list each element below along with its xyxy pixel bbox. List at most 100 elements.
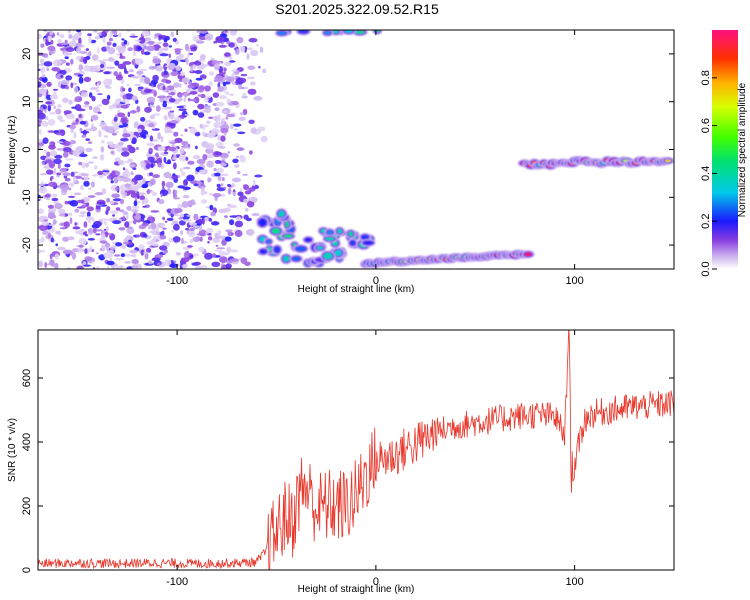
heatmap-cell bbox=[252, 179, 256, 187]
heatmap-cell bbox=[119, 52, 123, 59]
heatmap-cell bbox=[67, 30, 71, 34]
heatmap-cell bbox=[246, 200, 255, 208]
heatmap-cell bbox=[112, 198, 122, 202]
heatmap-cell bbox=[188, 230, 196, 238]
heatmap-cell bbox=[208, 116, 214, 120]
heatmap-cell bbox=[136, 70, 144, 75]
heatmap-cell bbox=[117, 63, 127, 70]
heatmap-cell bbox=[239, 77, 247, 83]
heatmap-cell bbox=[73, 131, 77, 139]
heatmap-cell bbox=[68, 34, 73, 39]
heatmap-blob bbox=[323, 252, 333, 260]
heatmap-cell bbox=[110, 180, 114, 184]
heatmap-cell bbox=[185, 58, 189, 65]
heatmap-blob bbox=[350, 240, 355, 246]
heatmap-cell bbox=[142, 205, 147, 208]
heatmap-cell bbox=[86, 206, 94, 212]
heatmap-cell bbox=[167, 159, 171, 165]
heatmap-cell bbox=[232, 158, 239, 164]
heatmap-cell bbox=[224, 30, 228, 33]
heatmap-cell bbox=[38, 145, 42, 150]
heatmap-cell bbox=[164, 259, 172, 267]
heatmap-cell bbox=[133, 121, 139, 128]
heatmap-cell bbox=[55, 73, 65, 80]
heatmap-cell bbox=[167, 64, 175, 71]
heatmap-cell bbox=[46, 151, 51, 157]
heatmap-cell bbox=[113, 254, 121, 257]
heatmap-cell bbox=[109, 200, 115, 205]
heatmap-cell bbox=[54, 253, 60, 260]
heatmap-cell bbox=[204, 33, 214, 41]
heatmap-cell bbox=[214, 249, 223, 252]
heatmap-cell bbox=[124, 253, 131, 257]
heatmap-cell bbox=[128, 146, 136, 154]
heatmap-cell bbox=[227, 151, 231, 154]
heatmap-blob bbox=[344, 30, 354, 33]
heatmap-cell bbox=[162, 251, 167, 254]
heatmap-cell bbox=[125, 214, 129, 220]
heatmap-cell bbox=[232, 191, 236, 196]
heatmap-cell bbox=[87, 227, 94, 235]
heatmap-cell bbox=[169, 110, 175, 113]
heatmap-cell bbox=[38, 124, 41, 127]
heatmap-cell bbox=[97, 59, 105, 63]
heatmap-blob bbox=[292, 243, 297, 246]
heatmap-cell bbox=[63, 151, 69, 158]
heatmap-cell bbox=[193, 61, 202, 66]
heatmap-cell bbox=[188, 222, 198, 226]
heatmap-cell bbox=[262, 68, 267, 74]
heatmap-cell bbox=[151, 128, 160, 131]
heatmap-cell bbox=[212, 193, 222, 198]
heatmap-cell bbox=[168, 98, 176, 103]
heatmap-cell bbox=[110, 144, 119, 148]
heatmap-cell bbox=[130, 192, 138, 198]
heatmap-cell bbox=[196, 40, 205, 44]
y-tick-label: 10 bbox=[21, 96, 33, 108]
heatmap-cell bbox=[74, 208, 80, 213]
heatmap-cell bbox=[221, 107, 231, 115]
heatmap-cell bbox=[56, 32, 60, 36]
heatmap-cell bbox=[78, 237, 88, 245]
heatmap-cell bbox=[221, 117, 226, 125]
heatmap-cell bbox=[47, 204, 55, 209]
heatmap-cell bbox=[153, 90, 157, 97]
heatmap-cell bbox=[43, 149, 48, 154]
heatmap-cell bbox=[180, 230, 184, 236]
heatmap-cell bbox=[88, 187, 92, 191]
heatmap-cell bbox=[44, 194, 51, 198]
heatmap-signal bbox=[256, 30, 674, 269]
heatmap-cell bbox=[38, 33, 42, 40]
heatmap-cell bbox=[96, 82, 100, 90]
heatmap-cell bbox=[237, 131, 246, 135]
heatmap-cell bbox=[217, 114, 221, 122]
heatmap-cell bbox=[182, 219, 192, 222]
heatmap-cell bbox=[94, 192, 104, 196]
heatmap-blob bbox=[260, 249, 267, 254]
heatmap-cell bbox=[254, 174, 263, 178]
heatmap-cell bbox=[50, 237, 54, 243]
heatmap-cell bbox=[121, 38, 125, 41]
heatmap-cell bbox=[42, 90, 47, 96]
heatmap-cell bbox=[241, 95, 248, 99]
heatmap-cell bbox=[152, 113, 161, 116]
heatmap-blob bbox=[266, 240, 271, 243]
heatmap-cell bbox=[217, 86, 224, 92]
heatmap-y-ticks: -20 -10 0 10 20 bbox=[21, 48, 674, 253]
heatmap-cell bbox=[172, 220, 179, 224]
heatmap-cell bbox=[121, 151, 130, 157]
heatmap-cell bbox=[95, 233, 101, 236]
heatmap-cell bbox=[129, 185, 139, 191]
heatmap-cell bbox=[189, 91, 198, 95]
heatmap-cell bbox=[87, 161, 95, 164]
heatmap-cell bbox=[52, 88, 59, 91]
colorbar-tick-label: 0.8 bbox=[700, 70, 712, 85]
heatmap-cell bbox=[238, 83, 243, 90]
heatmap-cell bbox=[72, 226, 81, 230]
heatmap-cell bbox=[126, 84, 130, 87]
heatmap-cell bbox=[82, 104, 90, 108]
heatmap-cell bbox=[119, 209, 125, 213]
heatmap-cell bbox=[115, 242, 123, 247]
heatmap-cell bbox=[260, 135, 268, 143]
heatmap-cell bbox=[95, 252, 99, 255]
heatmap-cell bbox=[91, 95, 96, 102]
